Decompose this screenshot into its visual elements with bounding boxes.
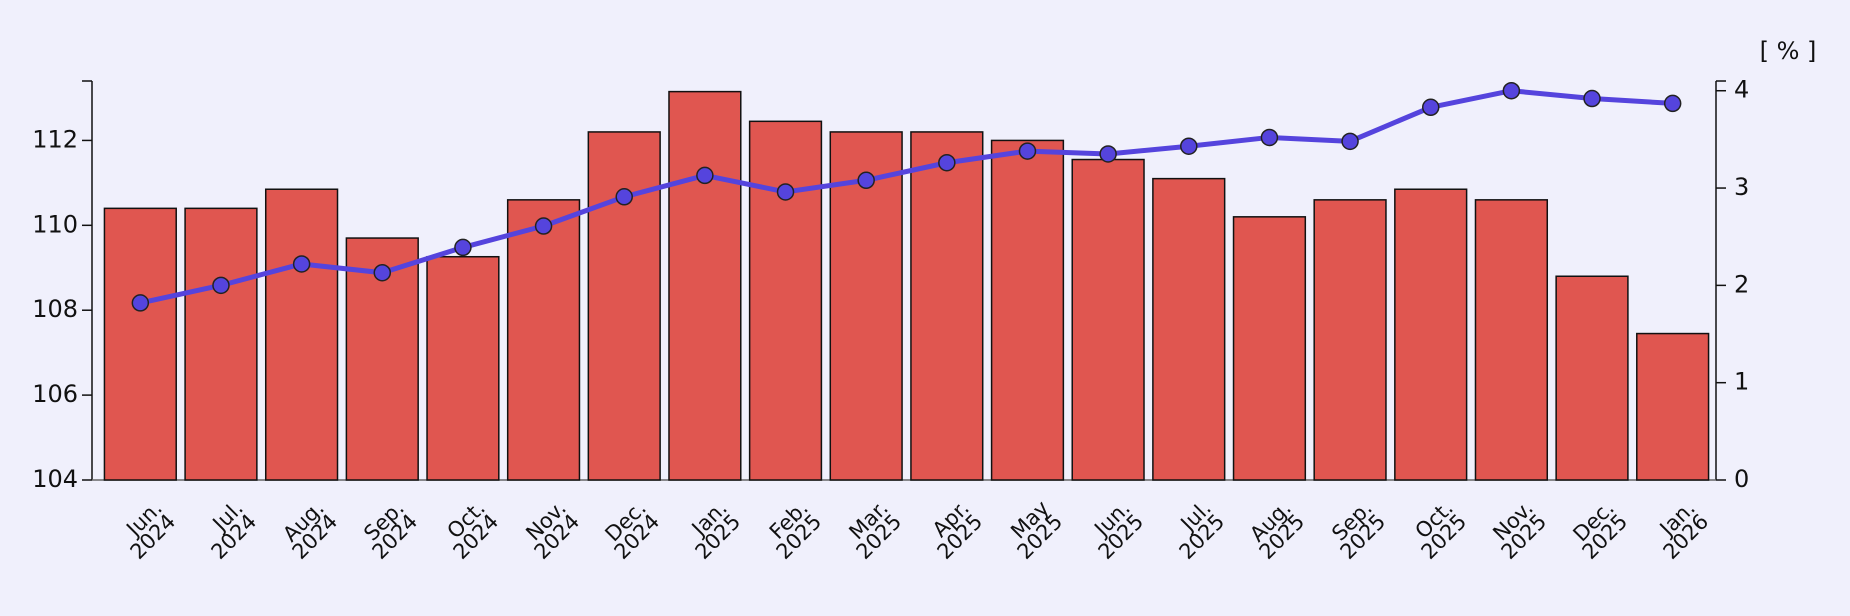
bar: [1232, 216, 1307, 481]
point: [696, 166, 714, 185]
bar: [1636, 332, 1710, 481]
point: [131, 294, 150, 312]
point: [1099, 145, 1117, 163]
bar: [910, 131, 984, 481]
bar: [426, 255, 500, 481]
y-tick-label: 110: [32, 210, 78, 238]
point: [1583, 89, 1601, 108]
point: [1180, 137, 1198, 155]
point: [1421, 98, 1440, 117]
bar: [829, 131, 903, 481]
bar: [668, 90, 742, 481]
point: [534, 217, 553, 235]
y-tick-label: 106: [32, 380, 78, 408]
unit-label: [ % ]: [1760, 37, 1817, 65]
y2-tick-label: 2: [1734, 270, 1749, 298]
bar: [1313, 199, 1387, 481]
point: [373, 263, 392, 282]
point: [1663, 94, 1682, 113]
bar: [990, 139, 1065, 481]
bar: [1071, 158, 1145, 481]
bar: [748, 120, 823, 481]
point: [1260, 128, 1279, 147]
line: [139, 88, 1673, 306]
y2-tick-label: 4: [1734, 76, 1749, 104]
y-tick-label: 108: [32, 295, 78, 323]
bar: [264, 188, 339, 481]
bar: [1394, 188, 1468, 481]
y2-tick-label: 0: [1734, 465, 1749, 493]
y-tick-label: 104: [32, 465, 78, 493]
point: [454, 238, 472, 257]
y2-tick-label: 3: [1734, 173, 1749, 201]
bar: [1555, 275, 1629, 481]
bar: [506, 199, 581, 481]
bar: [184, 207, 258, 481]
point: [292, 255, 311, 273]
bar: [103, 207, 177, 481]
point: [1341, 132, 1359, 151]
bar: [587, 131, 661, 481]
y-tick-label: 112: [32, 125, 78, 153]
point: [776, 183, 795, 201]
bar: [1474, 199, 1549, 481]
point: [212, 276, 230, 295]
bar: [1152, 177, 1226, 481]
point: [615, 188, 633, 206]
y2-tick-label: 1: [1734, 368, 1749, 396]
point: [1018, 142, 1037, 160]
point: [857, 171, 875, 190]
point: [1502, 81, 1521, 100]
point: [938, 153, 956, 172]
